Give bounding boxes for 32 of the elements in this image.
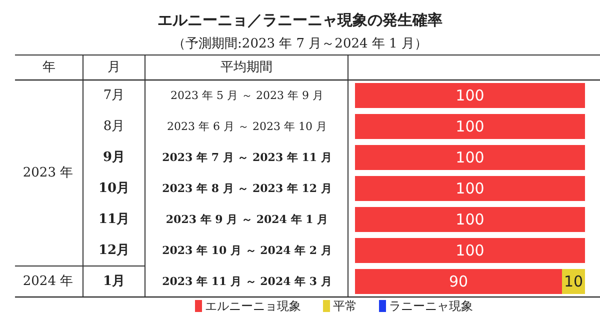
text: 2023 年 8 月 ～ 2023 年 12 月 — [162, 182, 332, 195]
text: 2023 年 7 月 ～ 2023 年 11 月 — [162, 151, 332, 164]
y-tick-label: 1月 — [102, 274, 126, 289]
text: 2023 年 5 月 ～ 2023 年 9 月 — [170, 89, 324, 102]
text: 2024 年 — [22, 274, 74, 289]
data-label: 10 — [564, 272, 584, 290]
data-label: 100 — [456, 210, 484, 228]
text: 2023 年 6 月 ～ 2023 年 10 月 — [167, 120, 327, 133]
text: 年 — [42, 60, 56, 75]
text: 月 — [108, 60, 120, 75]
y-tick-label: 10月 — [98, 181, 130, 196]
text: 2023 年 11 月 ～ 2024 年 3 月 — [162, 275, 332, 288]
chart-subtitle: （予測期間:2023 年 7 月～2024 年 1 月） — [172, 36, 428, 52]
text: 2023 年 9 月 ～ 2024 年 1 月 — [166, 213, 328, 226]
text: 2023 年 10 月 ～ 2024 年 2 月 — [162, 244, 332, 257]
text: 2023 年 — [22, 166, 74, 180]
legend-label: エルニーニョ現象 — [205, 299, 301, 313]
y-tick-label: 11月 — [98, 212, 130, 227]
data-label: 100 — [456, 148, 484, 166]
data-label: 100 — [456, 242, 484, 260]
y-tick-label: 12月 — [98, 243, 130, 258]
data-label: 100 — [456, 86, 484, 104]
text: 平均期間 — [220, 60, 272, 75]
chart-title: エルニーニョ／ラニーニャ現象の発生確率 — [158, 11, 442, 29]
data-label: 100 — [456, 180, 484, 198]
legend-label: ラニーニャ現象 — [389, 299, 473, 313]
y-tick-label: 9月 — [102, 150, 126, 165]
legend-label: 平常 — [333, 299, 357, 313]
data-label: 100 — [456, 118, 484, 136]
data-label: 90 — [448, 272, 468, 290]
y-tick-label: 7月 — [103, 88, 125, 103]
y-tick-label: 8月 — [103, 119, 125, 134]
